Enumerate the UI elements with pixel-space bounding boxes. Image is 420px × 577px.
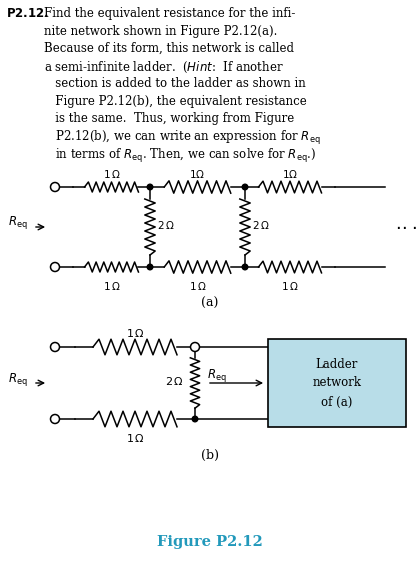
Circle shape xyxy=(242,264,248,270)
Text: $R_{\rm eq}$: $R_{\rm eq}$ xyxy=(8,215,28,231)
Text: $\cdot\!\cdot\!\cdot$: $\cdot\!\cdot\!\cdot$ xyxy=(395,218,417,236)
FancyBboxPatch shape xyxy=(268,339,406,427)
Text: $2\,\Omega$: $2\,\Omega$ xyxy=(165,375,184,387)
Text: $1\,\Omega$: $1\,\Omega$ xyxy=(281,280,299,292)
Text: in terms of $R_{\rm eq}$. Then, we can solve for $R_{\rm eq}$.): in terms of $R_{\rm eq}$. Then, we can s… xyxy=(44,147,316,165)
Circle shape xyxy=(147,264,153,270)
Text: $2\,\Omega$: $2\,\Omega$ xyxy=(252,219,270,231)
Text: Because of its form, this network is called: Because of its form, this network is cal… xyxy=(44,42,294,55)
Text: $1\,\Omega$: $1\,\Omega$ xyxy=(102,280,121,292)
Text: $2\,\Omega$: $2\,\Omega$ xyxy=(157,219,175,231)
Text: $1\,\Omega$: $1\,\Omega$ xyxy=(126,432,144,444)
Text: $1\Omega$: $1\Omega$ xyxy=(189,168,205,180)
Circle shape xyxy=(50,414,60,424)
Text: Figure P2.12: Figure P2.12 xyxy=(157,535,263,549)
Text: $1\Omega$: $1\Omega$ xyxy=(282,168,298,180)
Circle shape xyxy=(50,343,60,351)
Text: Ladder
network
of (a): Ladder network of (a) xyxy=(312,358,362,409)
Text: is the same.  Thus, working from Figure: is the same. Thus, working from Figure xyxy=(44,112,294,125)
Circle shape xyxy=(242,184,248,190)
Text: P2.12(b), we can write an expression for $R_{\rm eq}$: P2.12(b), we can write an expression for… xyxy=(44,129,320,148)
Text: $R_{\rm eq}$: $R_{\rm eq}$ xyxy=(8,370,28,388)
Circle shape xyxy=(50,263,60,272)
Circle shape xyxy=(147,184,153,190)
Text: Figure P2.12(b), the equivalent resistance: Figure P2.12(b), the equivalent resistan… xyxy=(44,95,307,107)
Circle shape xyxy=(50,182,60,192)
Text: $R_{\rm eq}$: $R_{\rm eq}$ xyxy=(207,366,227,384)
Text: $\mathbf{P2.12.}$: $\mathbf{P2.12.}$ xyxy=(6,7,49,20)
Text: (b): (b) xyxy=(201,449,219,462)
Text: Find the equivalent resistance for the infi-: Find the equivalent resistance for the i… xyxy=(44,7,295,20)
Circle shape xyxy=(191,343,200,351)
Text: $1\,\Omega$: $1\,\Omega$ xyxy=(189,280,206,292)
Text: a semi-infinite ladder.  ($\mathit{Hint}$:  If another: a semi-infinite ladder. ($\mathit{Hint}$… xyxy=(44,59,284,74)
Text: $1\,\Omega$: $1\,\Omega$ xyxy=(126,327,144,339)
Text: nite network shown in Figure P2.12(a).: nite network shown in Figure P2.12(a). xyxy=(44,24,277,38)
Text: $1\,\Omega$: $1\,\Omega$ xyxy=(102,168,121,180)
Circle shape xyxy=(192,416,198,422)
Text: section is added to the ladder as shown in: section is added to the ladder as shown … xyxy=(44,77,306,90)
Text: (a): (a) xyxy=(201,297,219,310)
